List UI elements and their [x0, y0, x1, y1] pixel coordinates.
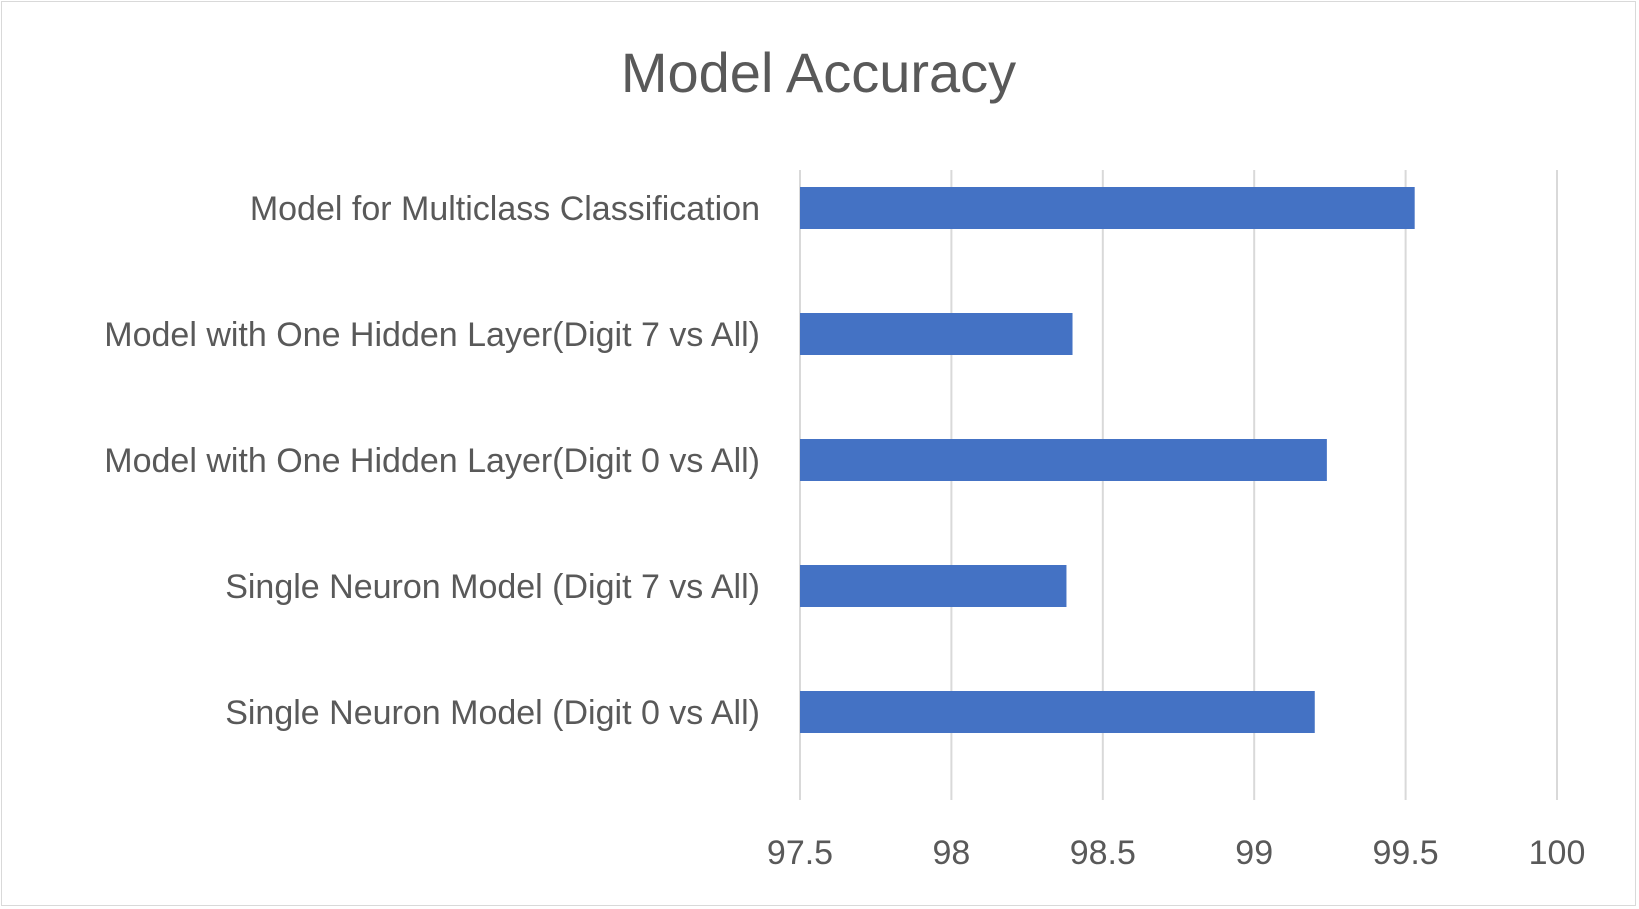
- bar: [800, 187, 1415, 229]
- x-tick-label: 98.5: [1070, 834, 1136, 872]
- bars: [800, 187, 1415, 733]
- bar: [800, 691, 1315, 733]
- bar: [800, 313, 1073, 355]
- chart-title: Model Accuracy: [620, 41, 1017, 104]
- category-labels: Model for Multiclass Classification Model…: [104, 190, 760, 732]
- bar: [800, 565, 1067, 607]
- x-axis-ticks: 97.5 98 98.5 99 99.5 100: [767, 834, 1585, 872]
- category-label: Model with One Hidden Layer(Digit 7 vs A…: [104, 316, 760, 354]
- x-tick-label: 99.5: [1373, 834, 1439, 872]
- category-label: Model with One Hidden Layer(Digit 0 vs A…: [104, 442, 760, 480]
- x-tick-label: 98: [932, 834, 970, 872]
- category-label: Single Neuron Model (Digit 7 vs All): [225, 568, 760, 606]
- bar: [800, 439, 1327, 481]
- x-tick-label: 97.5: [767, 834, 833, 872]
- category-label: Model for Multiclass Classification: [250, 190, 760, 228]
- x-tick-label: 99: [1235, 834, 1273, 872]
- x-tick-label: 100: [1529, 834, 1586, 872]
- category-label: Single Neuron Model (Digit 0 vs All): [225, 694, 760, 732]
